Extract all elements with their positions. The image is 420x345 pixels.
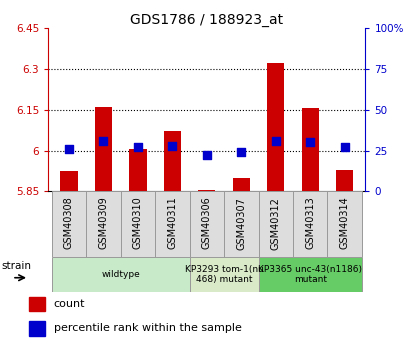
Text: percentile rank within the sample: percentile rank within the sample [54,323,241,333]
Point [169,143,176,148]
Text: strain: strain [1,261,31,270]
Text: KP3293 tom-1(nu
468) mutant: KP3293 tom-1(nu 468) mutant [185,265,263,284]
Text: wildtype: wildtype [101,270,140,279]
Bar [52,191,86,257]
Bar [233,178,250,191]
Point [238,149,245,155]
Bar [198,190,215,191]
Bar [29,321,45,335]
Bar [155,191,189,257]
Bar [302,108,319,191]
Bar [95,107,112,191]
Bar [259,191,293,257]
Title: GDS1786 / 188923_at: GDS1786 / 188923_at [130,12,284,27]
Bar [336,170,353,191]
Point [307,139,314,145]
Bar [189,257,259,292]
Point [273,138,279,144]
Bar [259,257,362,292]
Text: GSM40306: GSM40306 [202,197,212,249]
Bar [129,149,147,191]
Text: GSM40307: GSM40307 [236,197,246,249]
Text: GSM40312: GSM40312 [271,197,281,249]
Bar [121,191,155,257]
Point [134,145,141,150]
Text: count: count [54,299,85,309]
Point [100,138,107,144]
Bar [60,171,78,191]
Point [341,145,348,150]
Text: GSM40314: GSM40314 [340,197,350,249]
Text: GSM40310: GSM40310 [133,197,143,249]
Bar [267,63,284,191]
Text: GSM40311: GSM40311 [168,197,177,249]
Bar [29,297,45,311]
Bar [86,191,121,257]
Bar [52,257,189,292]
Text: GSM40308: GSM40308 [64,197,74,249]
Text: GSM40309: GSM40309 [98,197,108,249]
Bar [328,191,362,257]
Point [66,146,72,151]
Bar [189,191,224,257]
Bar [293,191,328,257]
Point [204,152,210,158]
Text: GSM40313: GSM40313 [305,197,315,249]
Bar [224,191,259,257]
Text: KP3365 unc-43(n1186)
mutant: KP3365 unc-43(n1186) mutant [258,265,362,284]
Bar [164,131,181,191]
